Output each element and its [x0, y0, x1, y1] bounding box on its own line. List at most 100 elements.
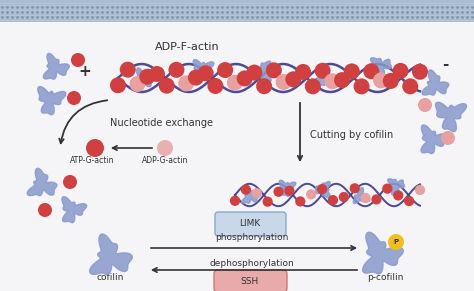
Point: [228, 5, 236, 9]
Point: [423, 5, 431, 9]
Point: [418, 15, 426, 19]
Point: [193, 10, 201, 14]
Point: [123, 15, 131, 19]
Point: [243, 10, 251, 14]
Point: [293, 10, 301, 14]
Circle shape: [382, 184, 392, 194]
Circle shape: [402, 78, 418, 94]
Point: [223, 10, 231, 14]
Point: [318, 15, 326, 19]
Point: [343, 15, 351, 19]
Point: [203, 15, 211, 19]
Point: [13, 15, 21, 19]
Point: [458, 15, 466, 19]
Point: [283, 10, 291, 14]
Point: [378, 10, 386, 14]
Point: [133, 5, 141, 9]
Point: [128, 15, 136, 19]
Point: [358, 5, 366, 9]
Point: [143, 5, 151, 9]
Point: [448, 5, 456, 9]
Circle shape: [129, 76, 146, 92]
Point: [123, 5, 131, 9]
Point: [328, 10, 336, 14]
Point: [363, 5, 371, 9]
Point: [83, 10, 91, 14]
Point: [438, 15, 446, 19]
Point: [3, 15, 11, 19]
Point: [133, 10, 141, 14]
Point: [323, 15, 331, 19]
Point: [458, 5, 466, 9]
Point: [383, 10, 391, 14]
Point: [163, 10, 171, 14]
Point: [143, 15, 151, 19]
Point: [388, 15, 396, 19]
Point: [463, 10, 471, 14]
Point: [393, 5, 401, 9]
Point: [318, 5, 326, 9]
Point: [303, 5, 311, 9]
Point: [418, 5, 426, 9]
Circle shape: [392, 63, 409, 79]
Point: [48, 10, 56, 14]
Point: [408, 15, 416, 19]
Circle shape: [266, 62, 282, 78]
Point: [368, 10, 376, 14]
Point: [218, 10, 226, 14]
Point: [333, 10, 341, 14]
Circle shape: [315, 63, 330, 79]
Point: [248, 5, 256, 9]
Point: [248, 10, 256, 14]
Polygon shape: [193, 60, 214, 80]
Point: [8, 5, 16, 9]
Point: [293, 15, 301, 19]
Polygon shape: [27, 168, 57, 196]
Point: [13, 5, 21, 9]
Circle shape: [339, 192, 349, 202]
Circle shape: [71, 53, 85, 67]
Point: [453, 15, 461, 19]
Point: [238, 5, 246, 9]
Point: [38, 5, 46, 9]
Point: [38, 10, 46, 14]
Polygon shape: [421, 125, 448, 154]
Point: [308, 10, 316, 14]
Point: [428, 5, 436, 9]
Point: [253, 15, 261, 19]
Circle shape: [159, 78, 175, 94]
Point: [173, 5, 181, 9]
Point: [163, 15, 171, 19]
Circle shape: [285, 71, 301, 87]
Point: [183, 15, 191, 19]
Circle shape: [241, 184, 251, 195]
Point: [43, 10, 51, 14]
Point: [448, 15, 456, 19]
Text: +: +: [79, 65, 91, 79]
Polygon shape: [422, 70, 449, 95]
Circle shape: [412, 64, 428, 80]
Point: [218, 5, 226, 9]
Point: [178, 5, 186, 9]
Point: [348, 10, 356, 14]
Point: [318, 10, 326, 14]
Point: [198, 10, 206, 14]
Point: [273, 10, 281, 14]
Point: [438, 10, 446, 14]
Point: [443, 15, 451, 19]
Polygon shape: [90, 234, 132, 275]
Text: phosphorylation: phosphorylation: [215, 233, 289, 242]
Circle shape: [393, 190, 403, 200]
Point: [93, 5, 101, 9]
Point: [313, 10, 321, 14]
Circle shape: [227, 75, 243, 91]
Point: [83, 15, 91, 19]
Polygon shape: [38, 86, 66, 115]
Point: [28, 15, 36, 19]
Point: [48, 15, 56, 19]
Text: -: -: [442, 58, 448, 72]
Point: [203, 5, 211, 9]
Point: [118, 10, 126, 14]
FancyArrowPatch shape: [59, 100, 107, 143]
Circle shape: [252, 188, 262, 198]
